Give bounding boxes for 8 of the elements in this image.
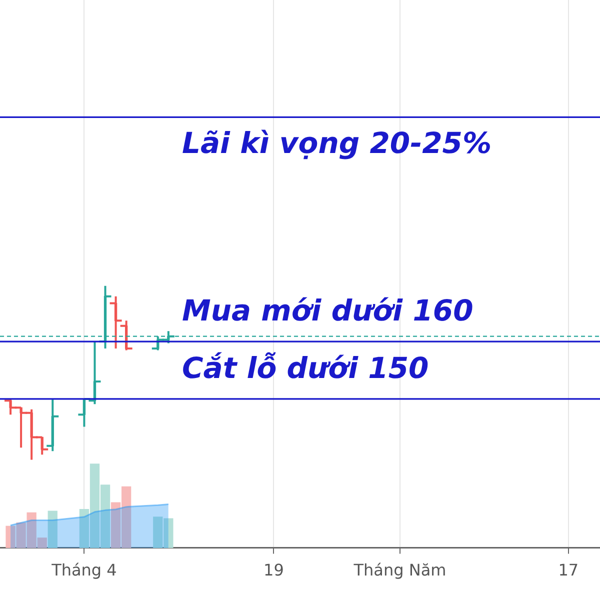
x-tick-label: Tháng 4 <box>50 560 117 580</box>
ref-line-label: Mua mới dưới 160 <box>182 294 474 328</box>
x-tick-label: Tháng Năm <box>352 560 446 580</box>
x-tick-label: 17 <box>558 560 579 580</box>
x-tick-label: 19 <box>264 560 284 580</box>
bar <box>48 510 58 548</box>
ref-line-label: Cắt lỗ dưới 150 <box>182 350 429 385</box>
ref-line-label: Lãi kì vọng 20-25% <box>182 126 492 160</box>
